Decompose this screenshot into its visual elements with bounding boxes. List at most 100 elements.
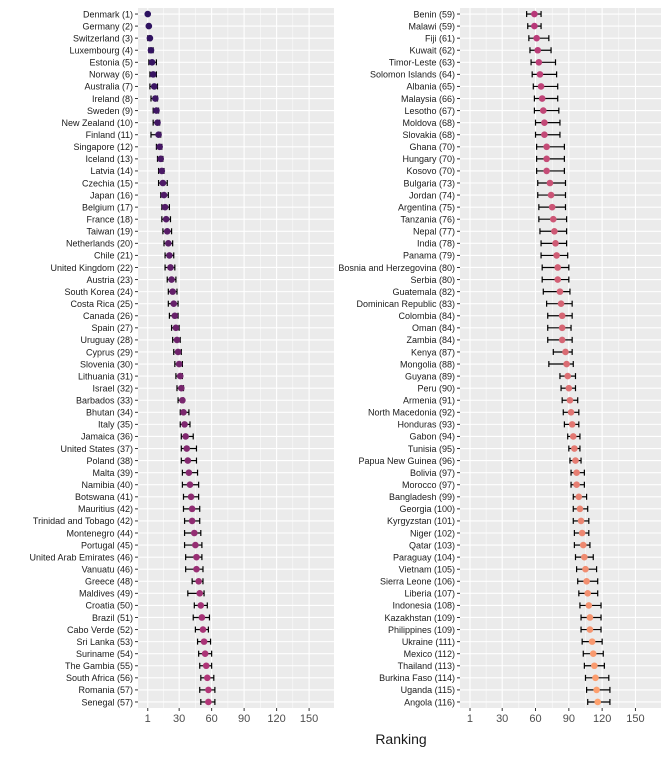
country-label: Namibia (40) [81, 480, 133, 490]
country-label: Vietnam (105) [399, 565, 455, 575]
country-label: Estonia (5) [89, 58, 133, 68]
country-label: Panama (79) [403, 251, 455, 261]
data-point [531, 10, 538, 18]
data-point [158, 167, 166, 175]
country-label: Ghana (70) [409, 142, 455, 152]
country-label: Angola (116) [404, 697, 455, 707]
data-point [585, 602, 593, 609]
data-point [179, 396, 186, 404]
country-label: Canada (26) [83, 311, 133, 321]
data-point [183, 445, 191, 452]
data-point [176, 372, 184, 380]
data-point [534, 46, 542, 54]
data-point [593, 686, 600, 694]
data-point [541, 119, 548, 126]
data-point [566, 396, 574, 404]
country-label: Singapore (12) [73, 142, 133, 152]
country-label: Jamaica (36) [81, 432, 133, 442]
data-point [201, 650, 209, 657]
data-point [161, 203, 169, 211]
data-point [573, 469, 580, 476]
data-point [539, 107, 547, 114]
country-label: Tanzania (76) [400, 215, 455, 225]
data-point [180, 409, 187, 416]
country-label: Fiji (61) [425, 33, 455, 43]
country-label: Lesotho (67) [404, 106, 455, 116]
data-point [205, 698, 212, 706]
country-label: Peru (90) [417, 383, 455, 393]
data-point [572, 457, 579, 464]
data-point [155, 131, 162, 139]
data-point [175, 360, 183, 368]
data-point [157, 155, 165, 163]
data-point [553, 252, 560, 259]
data-point [187, 493, 195, 501]
country-label: Bhutan (34) [86, 408, 133, 418]
country-label: Maldives (49) [79, 589, 133, 599]
country-label: Argentina (75) [398, 202, 455, 212]
data-point [182, 433, 189, 440]
data-point [181, 421, 188, 428]
x-tick-label: 120 [267, 713, 285, 725]
country-label: Brazil (51) [92, 613, 133, 623]
data-point [205, 686, 212, 694]
country-label: Czechia (15) [82, 178, 133, 188]
data-point [163, 227, 171, 235]
data-point [198, 614, 206, 621]
country-label: Romania (57) [78, 685, 133, 695]
data-point [145, 22, 153, 30]
country-label: Italy (35) [98, 420, 133, 430]
country-label: United Kingdom (22) [50, 263, 133, 273]
data-point [551, 227, 558, 235]
data-point [167, 264, 174, 271]
country-label: Spain (27) [91, 323, 133, 333]
country-label: Suriname (54) [76, 649, 133, 659]
country-label: Bangladesh (99) [389, 492, 455, 502]
data-point [578, 529, 586, 537]
data-point [591, 662, 598, 670]
x-tick-label: 150 [300, 713, 318, 725]
x-tick-label: 60 [206, 713, 218, 725]
data-point [153, 107, 160, 114]
data-point [536, 71, 544, 78]
country-label: Costa Rica (25) [70, 299, 133, 309]
country-label: Croatia (50) [85, 601, 133, 611]
country-label: Qatar (103) [409, 540, 455, 550]
data-point [193, 565, 200, 573]
data-point [199, 626, 207, 633]
x-axis-title: Ranking [375, 731, 426, 747]
country-label: Georgia (100) [399, 504, 455, 514]
country-label: Sierra Leone (106) [380, 577, 455, 587]
country-label: Timor-Leste (63) [389, 58, 455, 68]
data-point [583, 577, 590, 585]
data-point [586, 626, 594, 633]
data-point [147, 46, 155, 54]
country-label: Burkina Faso (114) [379, 673, 455, 683]
data-point [202, 662, 210, 670]
data-point [568, 421, 576, 428]
data-point [184, 457, 192, 464]
country-label: Cyprus (29) [86, 347, 133, 357]
data-point [185, 469, 193, 476]
data-point [586, 614, 594, 621]
country-label: Bosnia and Herzegovina (80) [338, 263, 455, 273]
country-label: Nepal (77) [413, 227, 455, 237]
x-tick-label: 90 [238, 713, 250, 725]
country-label: Colombia (84) [398, 311, 455, 321]
country-label: France (18) [86, 215, 133, 225]
country-label: Serbia (80) [410, 275, 455, 285]
country-label: Hungary (70) [402, 154, 455, 164]
country-label: Jordan (74) [409, 190, 455, 200]
data-point [558, 324, 566, 332]
country-label: Kosovo (70) [406, 166, 455, 176]
country-label: Botswana (41) [75, 492, 133, 502]
country-label: India (78) [417, 239, 455, 249]
country-label: Philippines (109) [388, 625, 455, 635]
country-label: Dominican Republic (83) [356, 299, 455, 309]
country-label: Armenia (91) [403, 396, 455, 406]
country-label: Paraguay (104) [393, 552, 455, 562]
x-tick-label: 90 [563, 713, 575, 725]
data-point [197, 602, 205, 609]
country-label: New Zealand (10) [61, 118, 133, 128]
